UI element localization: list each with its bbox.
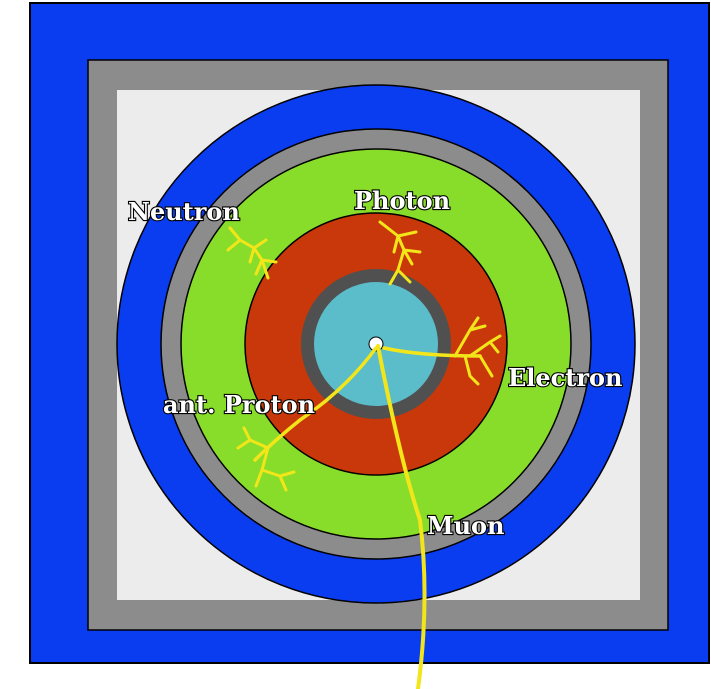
antiproton-track [253,346,378,462]
neutron-label: Neutron [128,197,240,226]
antiproton-label: ant. Proton [163,390,315,419]
muon-label: Muon [427,511,504,540]
electron-label: Electron [508,363,622,392]
neutron-shower [226,226,278,280]
photon-shower [378,220,422,286]
tracks [226,220,502,689]
muon-track [376,344,427,689]
photon-label: Photon [354,186,450,215]
electron-shower [453,316,502,386]
antiproton-shower [236,426,296,492]
electron-track [382,346,482,358]
